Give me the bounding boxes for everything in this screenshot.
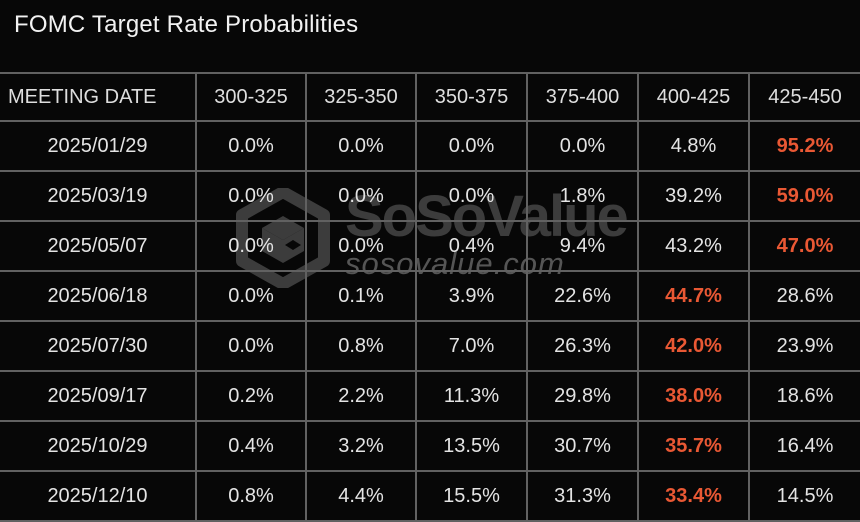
probability-cell: 22.6%: [526, 270, 638, 322]
table-row: 2025/05/07 0.0% 0.0% 0.4% 9.4% 43.2% 47.…: [0, 220, 860, 272]
page-title: FOMC Target Rate Probabilities: [14, 11, 359, 38]
column-header-400-425: 400-425: [637, 72, 749, 122]
probability-cell: 31.3%: [526, 470, 638, 522]
probability-cell: 0.0%: [305, 220, 416, 272]
probability-cell: 0.0%: [195, 270, 306, 322]
probability-cell: 0.8%: [305, 320, 416, 372]
table-header-row: MEETING DATE 300-325 325-350 350-375 375…: [0, 72, 860, 122]
probability-cell: 26.3%: [526, 320, 638, 372]
probability-cell: 23.9%: [748, 320, 860, 372]
column-header-meeting-date: MEETING DATE: [0, 72, 196, 122]
probability-cell: 4.4%: [305, 470, 416, 522]
probability-cell: 2.2%: [305, 370, 416, 422]
probability-cell-highlighted: 38.0%: [637, 370, 749, 422]
probability-cell: 18.6%: [748, 370, 860, 422]
probability-cell: 0.0%: [195, 120, 306, 172]
probability-cell: 0.0%: [195, 220, 306, 272]
meeting-date-cell: 2025/09/17: [0, 370, 196, 422]
column-header-300-325: 300-325: [195, 72, 306, 122]
table-row: 2025/01/29 0.0% 0.0% 0.0% 0.0% 4.8% 95.2…: [0, 120, 860, 172]
meeting-date-cell: 2025/03/19: [0, 170, 196, 222]
probability-cell: 11.3%: [415, 370, 527, 422]
probability-cell: 0.0%: [195, 320, 306, 372]
probability-cell: 15.5%: [415, 470, 527, 522]
probability-cell: 16.4%: [748, 420, 860, 472]
probability-cell-highlighted: 35.7%: [637, 420, 749, 472]
column-header-375-400: 375-400: [526, 72, 638, 122]
probability-cell: 0.0%: [415, 170, 527, 222]
column-header-425-450: 425-450: [748, 72, 860, 122]
probability-cell: 0.0%: [195, 170, 306, 222]
probability-cell-highlighted: 95.2%: [748, 120, 860, 172]
probability-cell: 3.2%: [305, 420, 416, 472]
meeting-date-cell: 2025/01/29: [0, 120, 196, 172]
table-row: 2025/12/10 0.8% 4.4% 15.5% 31.3% 33.4% 1…: [0, 470, 860, 522]
probability-cell: 0.0%: [305, 170, 416, 222]
probability-cell: 0.8%: [195, 470, 306, 522]
probability-cell: 0.0%: [305, 120, 416, 172]
probability-cell-highlighted: 44.7%: [637, 270, 749, 322]
meeting-date-cell: 2025/06/18: [0, 270, 196, 322]
probability-cell: 7.0%: [415, 320, 527, 372]
probability-cell: 0.4%: [195, 420, 306, 472]
probability-cell-highlighted: 33.4%: [637, 470, 749, 522]
table-row: 2025/03/19 0.0% 0.0% 0.0% 1.8% 39.2% 59.…: [0, 170, 860, 222]
table-row: 2025/09/17 0.2% 2.2% 11.3% 29.8% 38.0% 1…: [0, 370, 860, 422]
probability-cell: 14.5%: [748, 470, 860, 522]
meeting-date-cell: 2025/07/30: [0, 320, 196, 372]
table-row: 2025/07/30 0.0% 0.8% 7.0% 26.3% 42.0% 23…: [0, 320, 860, 372]
probability-cell: 29.8%: [526, 370, 638, 422]
column-header-350-375: 350-375: [415, 72, 527, 122]
probability-cell: 4.8%: [637, 120, 749, 172]
column-header-325-350: 325-350: [305, 72, 416, 122]
probability-cell: 39.2%: [637, 170, 749, 222]
probability-cell: 43.2%: [637, 220, 749, 272]
meeting-date-cell: 2025/05/07: [0, 220, 196, 272]
probability-cell: 13.5%: [415, 420, 527, 472]
table-row: 2025/06/18 0.0% 0.1% 3.9% 22.6% 44.7% 28…: [0, 270, 860, 322]
probability-cell-highlighted: 42.0%: [637, 320, 749, 372]
probability-cell: 0.4%: [415, 220, 527, 272]
probability-cell: 0.0%: [415, 120, 527, 172]
probability-cell: 0.2%: [195, 370, 306, 422]
probability-cell: 0.1%: [305, 270, 416, 322]
probability-cell-highlighted: 59.0%: [748, 170, 860, 222]
fomc-probability-table: MEETING DATE 300-325 325-350 350-375 375…: [0, 72, 860, 522]
probability-cell: 0.0%: [526, 120, 638, 172]
probability-cell-highlighted: 47.0%: [748, 220, 860, 272]
meeting-date-cell: 2025/12/10: [0, 470, 196, 522]
probability-cell: 30.7%: [526, 420, 638, 472]
meeting-date-cell: 2025/10/29: [0, 420, 196, 472]
table-row: 2025/10/29 0.4% 3.2% 13.5% 30.7% 35.7% 1…: [0, 420, 860, 472]
probability-cell: 3.9%: [415, 270, 527, 322]
probability-cell: 1.8%: [526, 170, 638, 222]
probability-cell: 9.4%: [526, 220, 638, 272]
probability-cell: 28.6%: [748, 270, 860, 322]
